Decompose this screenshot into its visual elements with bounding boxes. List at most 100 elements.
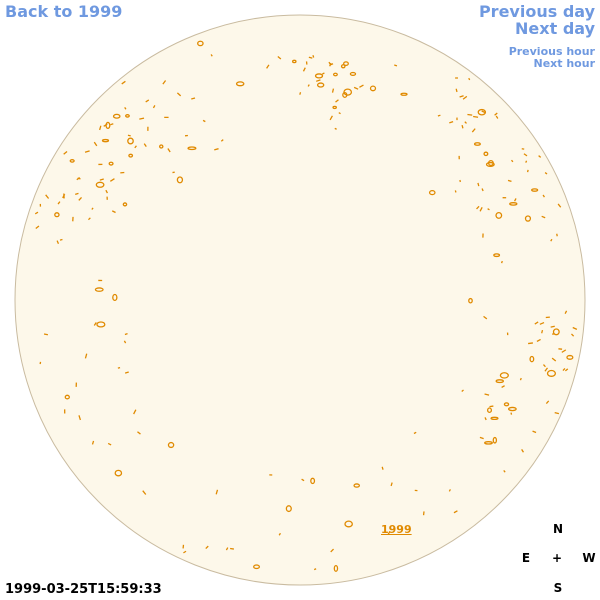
contour (550, 325, 555, 328)
contour (235, 81, 245, 87)
contour (544, 367, 548, 372)
next-hour-link[interactable]: Next hour (533, 57, 596, 70)
contour (468, 297, 473, 304)
contour (332, 72, 338, 77)
contour (494, 112, 498, 116)
contour (329, 63, 334, 66)
contour (124, 332, 128, 336)
contour (387, 530, 391, 535)
contour (523, 153, 528, 157)
contour (349, 71, 357, 76)
contour (183, 550, 187, 554)
contour (215, 489, 219, 495)
contour (127, 134, 131, 137)
contour (413, 431, 417, 435)
contour (495, 379, 504, 384)
contour (561, 349, 567, 353)
contour (301, 478, 305, 482)
contour (545, 400, 550, 404)
contour (167, 148, 171, 153)
contour (510, 159, 514, 163)
contour (566, 354, 574, 360)
contour (539, 321, 545, 325)
contour (145, 99, 150, 103)
contour (99, 178, 104, 181)
contour (105, 121, 111, 130)
contour (139, 117, 145, 120)
contour (63, 151, 68, 155)
contour (570, 333, 575, 337)
contour (507, 179, 512, 183)
contour (495, 115, 499, 119)
contour (108, 161, 114, 166)
back-link[interactable]: Back to 1999 (5, 2, 123, 21)
contour (353, 483, 361, 488)
contour (128, 153, 134, 158)
previous-day-link[interactable]: Previous day (478, 2, 595, 21)
contour (285, 505, 292, 513)
contour (449, 121, 454, 124)
contour (369, 85, 377, 92)
contour (91, 440, 95, 445)
contour (390, 482, 393, 487)
contour (69, 159, 75, 163)
contour (133, 409, 137, 415)
contour (526, 169, 529, 173)
contour (277, 55, 282, 60)
contour (490, 416, 499, 421)
contour (448, 489, 451, 492)
contour (335, 99, 339, 103)
contour (230, 547, 234, 550)
next-day-link[interactable]: Next day (515, 19, 595, 38)
contour (214, 148, 219, 151)
contour (122, 202, 128, 207)
contour (95, 181, 105, 188)
contour (484, 393, 490, 396)
previous-hour-link[interactable]: Previous hour (508, 45, 595, 58)
contour (307, 84, 310, 87)
contour (468, 77, 471, 81)
contour (121, 80, 126, 85)
contour (329, 115, 333, 121)
contour (96, 321, 106, 328)
contour (114, 469, 123, 477)
contour (519, 377, 522, 381)
contour (316, 82, 325, 88)
contour (471, 128, 476, 133)
contour (112, 293, 118, 302)
contour (437, 114, 441, 117)
contour (343, 88, 353, 96)
contour (253, 564, 260, 570)
contour (93, 322, 97, 326)
contour (536, 338, 541, 343)
contour (479, 436, 484, 440)
contour (93, 141, 98, 147)
contour (541, 215, 546, 219)
contour (531, 188, 539, 192)
contour (461, 389, 464, 393)
contour (554, 412, 560, 415)
magnetic-features (34, 40, 578, 572)
contour (541, 329, 544, 334)
contour (187, 146, 197, 151)
contour (64, 394, 70, 400)
contour (476, 205, 480, 210)
contour (459, 95, 464, 98)
contour (477, 182, 480, 187)
disk-label-link[interactable]: 1999 (381, 523, 412, 536)
contour (521, 449, 525, 453)
contour (564, 310, 568, 314)
contour (167, 441, 175, 449)
contour (493, 253, 501, 258)
contour (125, 114, 130, 118)
contour (562, 368, 566, 372)
contour (137, 431, 141, 435)
contour (394, 64, 398, 67)
contour (191, 97, 196, 100)
contour (528, 342, 533, 345)
contour (467, 113, 473, 116)
contour (483, 315, 488, 320)
contour (299, 92, 302, 95)
contour (485, 161, 495, 167)
